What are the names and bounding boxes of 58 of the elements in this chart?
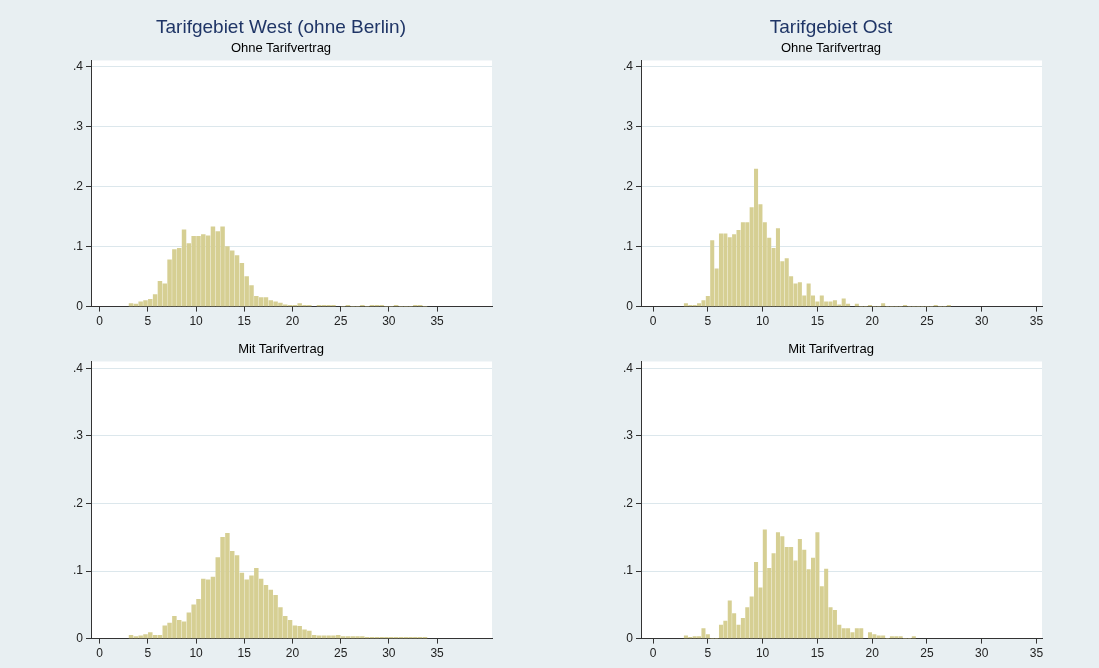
y-tick-label: .1 bbox=[622, 563, 634, 578]
x-tick-label: 30 bbox=[975, 314, 989, 329]
x-tick-label: 30 bbox=[382, 314, 396, 329]
y-tick-label: .1 bbox=[622, 238, 634, 253]
x-tick-label: 5 bbox=[144, 314, 152, 329]
chart-title: Mit Tarifvertrag bbox=[788, 341, 874, 357]
y-tick-label: .3 bbox=[72, 118, 84, 133]
x-tick-label: 30 bbox=[975, 646, 989, 661]
y-tick-label: .2 bbox=[72, 495, 84, 510]
x-tick-label: 10 bbox=[189, 646, 204, 661]
y-tick-label: .1 bbox=[72, 238, 84, 253]
y-tick-label: .4 bbox=[622, 58, 634, 73]
x-tick-label: 35 bbox=[1029, 646, 1044, 661]
chart-subtitle: Ohne Tarifvertrag bbox=[780, 40, 882, 56]
x-tick-label: 15 bbox=[237, 314, 252, 329]
chart-title: Tarifgebiet Ost bbox=[769, 15, 893, 37]
y-tick-label: .2 bbox=[622, 495, 634, 510]
x-tick-label: 35 bbox=[430, 314, 445, 329]
y-tick-label: 0 bbox=[76, 298, 84, 313]
x-tick-label: 35 bbox=[1029, 314, 1044, 329]
y-tick-label: 0 bbox=[76, 630, 84, 645]
y-tick-label: .2 bbox=[72, 178, 84, 193]
x-tick-label: 25 bbox=[333, 314, 348, 329]
chart-title: Tarifgebiet West (ohne Berlin) bbox=[156, 15, 406, 37]
y-tick-label: .3 bbox=[622, 118, 634, 133]
x-tick-label: 15 bbox=[810, 646, 825, 661]
x-tick-label: 0 bbox=[96, 646, 104, 661]
y-tick-label: .3 bbox=[622, 428, 634, 443]
x-tick-label: 25 bbox=[333, 646, 348, 661]
x-tick-label: 10 bbox=[189, 314, 204, 329]
x-tick-label: 0 bbox=[649, 646, 657, 661]
x-tick-label: 10 bbox=[755, 646, 770, 661]
x-tick-label: 10 bbox=[755, 314, 770, 329]
x-tick-label: 15 bbox=[810, 314, 825, 329]
x-tick-label: 5 bbox=[704, 646, 712, 661]
y-tick-label: .2 bbox=[622, 178, 634, 193]
x-tick-label: 20 bbox=[865, 646, 880, 661]
y-tick-label: .3 bbox=[72, 428, 84, 443]
x-tick-label: 30 bbox=[382, 646, 396, 661]
x-tick-label: 25 bbox=[920, 314, 934, 329]
y-tick-label: 0 bbox=[626, 630, 634, 645]
x-tick-label: 20 bbox=[285, 646, 300, 661]
x-tick-label: 0 bbox=[96, 314, 104, 329]
chart-subtitle: Ohne Tarifvertrag bbox=[230, 40, 332, 56]
x-tick-label: 25 bbox=[920, 646, 934, 661]
chart-title: Mit Tarifvertrag bbox=[238, 341, 324, 357]
x-tick-label: 5 bbox=[704, 314, 712, 329]
x-tick-label: 5 bbox=[144, 646, 152, 661]
x-tick-label: 20 bbox=[865, 314, 880, 329]
x-tick-label: 20 bbox=[285, 314, 300, 329]
y-tick-label: .4 bbox=[72, 360, 84, 375]
y-tick-label: .1 bbox=[72, 563, 84, 578]
x-tick-label: 0 bbox=[649, 314, 657, 329]
x-tick-label: 35 bbox=[430, 646, 445, 661]
y-tick-label: 0 bbox=[626, 298, 634, 313]
y-tick-label: .4 bbox=[622, 360, 634, 375]
x-tick-label: 15 bbox=[237, 646, 252, 661]
y-tick-label: .4 bbox=[72, 58, 84, 73]
